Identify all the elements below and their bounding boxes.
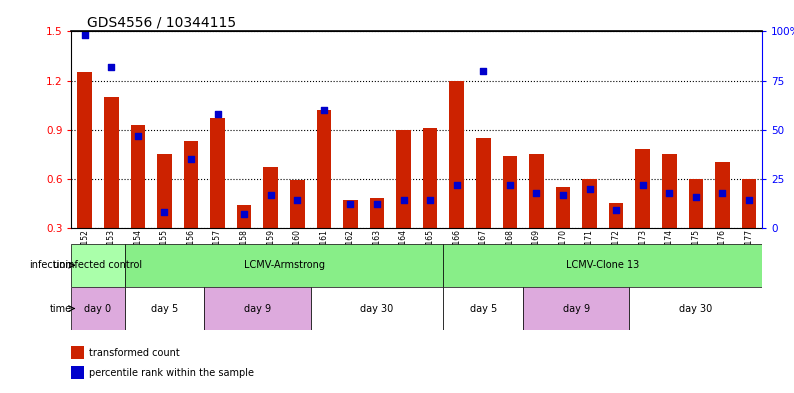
Point xyxy=(371,201,384,208)
Bar xyxy=(635,149,650,228)
Point xyxy=(450,182,463,188)
Text: LCMV-Clone 13: LCMV-Clone 13 xyxy=(566,260,639,270)
Point xyxy=(105,64,118,70)
Point xyxy=(716,189,729,196)
Bar xyxy=(523,287,630,330)
Text: infection: infection xyxy=(29,260,71,270)
Bar xyxy=(210,118,225,228)
Bar xyxy=(130,125,145,228)
Text: percentile rank within the sample: percentile rank within the sample xyxy=(89,367,254,378)
Bar xyxy=(443,244,762,287)
Text: day 30: day 30 xyxy=(679,303,712,314)
Text: uninfected control: uninfected control xyxy=(53,260,143,270)
Bar xyxy=(582,179,597,228)
Point xyxy=(583,185,596,192)
Bar xyxy=(183,141,198,228)
Bar xyxy=(310,287,443,330)
Text: GDS4556 / 10344115: GDS4556 / 10344115 xyxy=(87,16,237,30)
Point xyxy=(79,32,91,39)
Bar xyxy=(503,156,517,228)
Bar xyxy=(204,287,310,330)
Text: day 5: day 5 xyxy=(469,303,497,314)
Text: day 30: day 30 xyxy=(360,303,394,314)
Point xyxy=(158,209,171,215)
Bar xyxy=(290,180,305,228)
Bar xyxy=(125,244,443,287)
Point xyxy=(503,182,516,188)
Bar xyxy=(237,205,252,228)
Text: LCMV-Armstrong: LCMV-Armstrong xyxy=(244,260,325,270)
Bar xyxy=(630,287,762,330)
Point xyxy=(237,211,250,217)
Bar xyxy=(423,128,437,228)
Bar xyxy=(556,187,570,228)
Bar xyxy=(71,287,125,330)
Bar xyxy=(157,154,172,228)
Point xyxy=(132,132,145,139)
Text: time: time xyxy=(49,303,71,314)
Point xyxy=(264,191,277,198)
Point xyxy=(318,107,330,113)
Bar xyxy=(688,179,703,228)
Bar xyxy=(78,72,92,228)
Bar xyxy=(609,204,623,228)
Point xyxy=(424,197,437,204)
Point xyxy=(689,193,702,200)
Bar xyxy=(715,162,730,228)
Bar xyxy=(476,138,491,228)
Bar xyxy=(125,287,204,330)
Text: day 9: day 9 xyxy=(563,303,590,314)
Bar xyxy=(71,366,84,379)
Bar xyxy=(529,154,544,228)
Bar xyxy=(370,198,384,228)
Text: transformed count: transformed count xyxy=(89,348,179,358)
Point xyxy=(397,197,410,204)
Bar xyxy=(71,244,125,287)
Bar xyxy=(104,97,118,228)
Bar xyxy=(343,200,358,228)
Bar xyxy=(71,346,84,359)
Point xyxy=(344,201,357,208)
Point xyxy=(477,68,490,74)
Bar xyxy=(662,154,676,228)
Point xyxy=(185,156,198,162)
Text: day 5: day 5 xyxy=(151,303,178,314)
Bar xyxy=(396,130,410,228)
Point xyxy=(610,207,622,213)
Point xyxy=(530,189,543,196)
Point xyxy=(636,182,649,188)
Bar xyxy=(264,167,278,228)
Point xyxy=(291,197,303,204)
Bar xyxy=(742,179,756,228)
Point xyxy=(211,111,224,117)
Bar xyxy=(443,287,523,330)
Bar xyxy=(317,110,331,228)
Text: day 9: day 9 xyxy=(244,303,271,314)
Bar xyxy=(449,81,464,228)
Point xyxy=(663,189,676,196)
Point xyxy=(742,197,755,204)
Text: day 0: day 0 xyxy=(84,303,112,314)
Point xyxy=(557,191,569,198)
